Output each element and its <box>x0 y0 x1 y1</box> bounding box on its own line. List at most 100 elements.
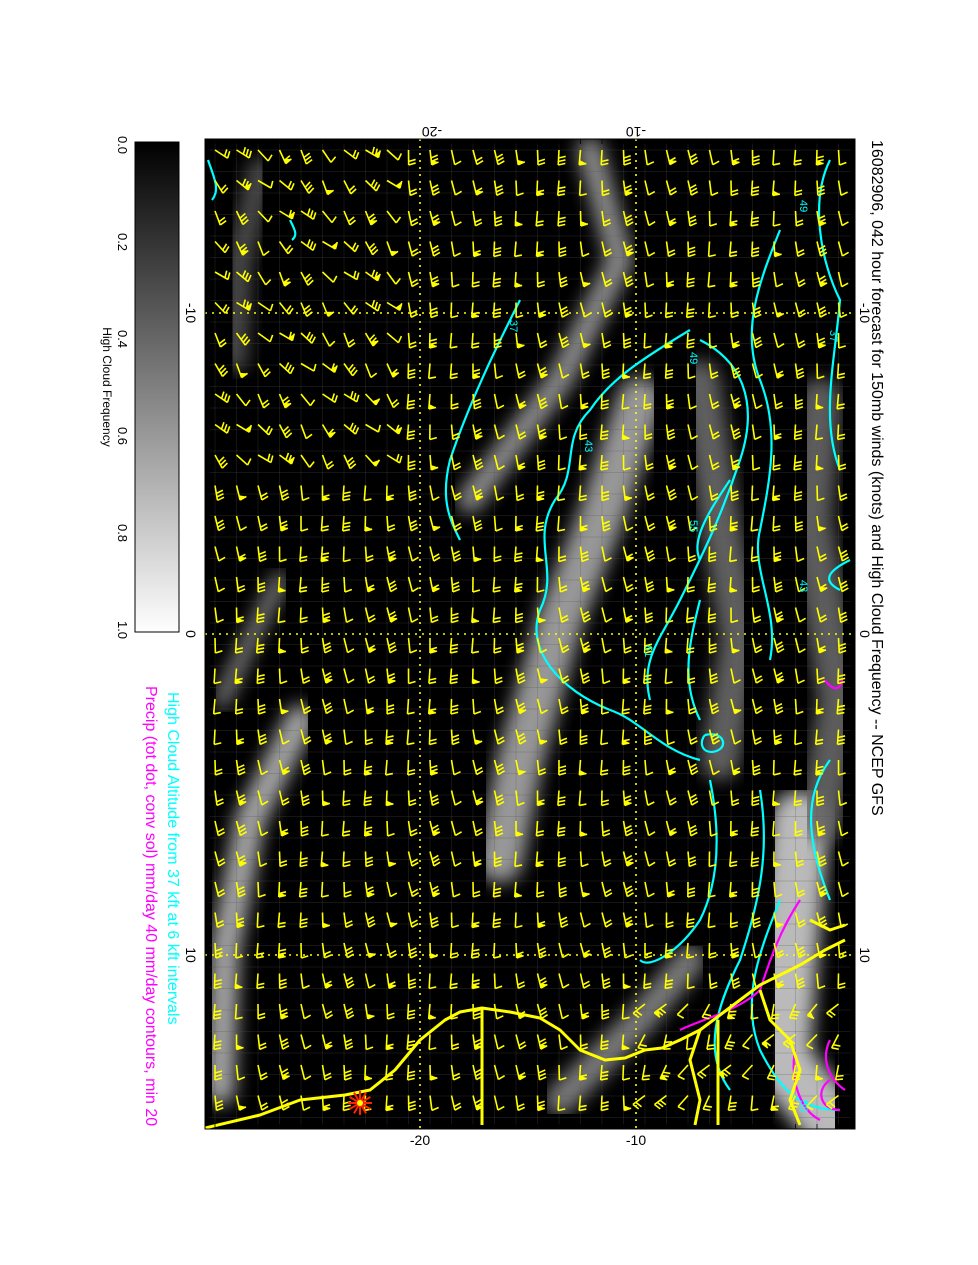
wind-barb <box>687 820 698 837</box>
wind-barb <box>830 1034 841 1051</box>
wind-barb <box>278 515 289 532</box>
wind-barb <box>429 271 440 288</box>
wind-barb <box>687 149 699 166</box>
wind-barb <box>837 302 848 319</box>
wind-barb <box>641 1064 651 1081</box>
wind-barb <box>642 668 652 685</box>
wind-barb <box>578 485 587 502</box>
wind-barb <box>816 668 825 685</box>
wind-barb <box>644 607 654 624</box>
wind-barb <box>493 759 505 776</box>
wind-barb <box>664 942 674 959</box>
wind-barb <box>644 942 653 959</box>
wind-barb <box>665 881 676 898</box>
wind-barb <box>385 485 395 502</box>
wind-barb <box>364 546 374 563</box>
wind-barb <box>235 363 248 379</box>
wind-barb <box>235 178 252 191</box>
wind-barb <box>793 424 803 441</box>
wind-barb <box>816 637 827 654</box>
wind-barb <box>601 881 613 898</box>
wind-barb <box>492 912 502 929</box>
wind-barb <box>536 1003 549 1020</box>
wind-barb <box>708 210 718 227</box>
wind-barb <box>816 607 828 623</box>
wind-barb <box>601 546 612 562</box>
wind-barb <box>300 668 311 685</box>
wind-barb <box>321 1064 332 1081</box>
wind-barb <box>343 973 355 989</box>
wind-barb <box>278 668 288 685</box>
wind-barb <box>707 576 717 593</box>
wind-barb <box>578 790 587 807</box>
wind-barb <box>687 790 699 806</box>
wind-barb <box>449 1003 459 1020</box>
wind-barb <box>558 271 568 288</box>
wind-barb <box>450 393 459 410</box>
wind-barb <box>214 759 223 776</box>
wind-barb <box>234 973 243 990</box>
wind-barb <box>406 1034 416 1051</box>
wind-barb <box>514 851 523 868</box>
wind-barb <box>750 820 760 837</box>
wind-barb <box>600 1034 609 1051</box>
wind-barb <box>773 393 784 410</box>
wind-barb <box>235 546 247 562</box>
wind-barb <box>235 759 246 776</box>
wind-barb <box>644 241 656 257</box>
wind-barb <box>278 179 295 191</box>
wind-barb <box>278 637 287 654</box>
wind-barb <box>278 301 294 315</box>
wind-barb <box>751 942 763 959</box>
wind-barb <box>515 729 527 745</box>
wind-barb <box>300 790 311 807</box>
wind-barb <box>687 668 696 685</box>
wind-barb <box>472 729 483 746</box>
wind-barb <box>363 759 373 776</box>
wind-barb <box>643 332 652 349</box>
wind-barb <box>788 1003 800 1020</box>
wind-barb <box>773 729 783 746</box>
wind-barb <box>493 485 505 501</box>
wind-barb <box>257 210 273 223</box>
wind-barb <box>772 149 781 166</box>
wind-barb <box>557 851 566 868</box>
wind-barb <box>665 271 675 288</box>
wind-barb <box>677 1064 689 1081</box>
wind-barb <box>665 210 677 227</box>
wind-barb <box>632 1003 646 1019</box>
wind-barb <box>601 180 610 197</box>
wind-barb <box>773 912 784 928</box>
wind-barb <box>730 973 741 989</box>
wind-barb <box>492 302 502 319</box>
wind-barb <box>321 698 334 715</box>
altitude-contour <box>646 339 749 701</box>
wind-barb <box>341 515 351 532</box>
wind-barb <box>214 421 231 434</box>
wind-barb <box>773 271 784 288</box>
wind-barb <box>816 912 828 928</box>
wind-barb <box>493 332 502 349</box>
wind-barb <box>814 1064 823 1081</box>
wind-barb <box>773 424 782 441</box>
wind-barb <box>794 729 803 746</box>
wind-barb <box>343 390 360 403</box>
top-tick-label-minus20: -20 <box>422 124 442 140</box>
wind-barb <box>816 302 828 318</box>
wind-barb <box>364 576 375 593</box>
wind-barb <box>407 1095 417 1112</box>
left-tick-label-10: 10 <box>183 947 199 963</box>
contour-label: 55 <box>687 520 699 532</box>
wind-barb <box>386 393 400 409</box>
wind-barb <box>386 179 403 189</box>
wind-barb <box>407 363 416 380</box>
wind-barb <box>578 180 587 197</box>
wind-barb <box>257 1095 269 1111</box>
wind-barb <box>601 912 613 928</box>
wind-barb <box>450 302 459 319</box>
wind-barb <box>771 790 781 807</box>
wind-barb <box>730 729 742 745</box>
wind-barb <box>300 180 315 194</box>
wind-barb <box>450 210 462 227</box>
wind-barb <box>343 759 352 776</box>
